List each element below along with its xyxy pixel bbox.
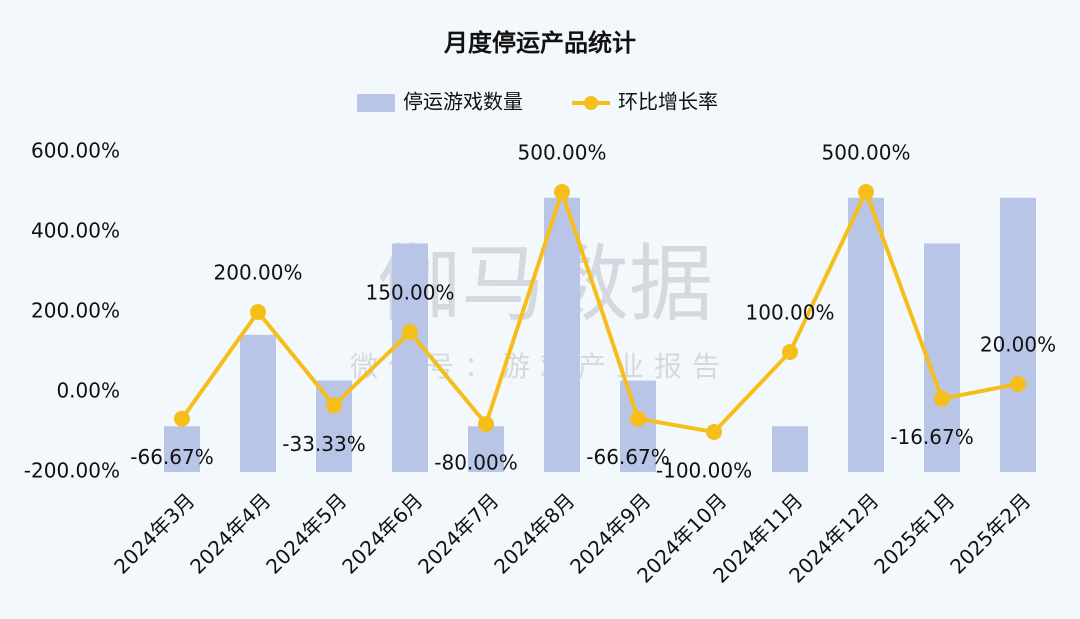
y-tick-label: 200.00% [31,299,120,323]
data-label: -80.00% [434,451,517,475]
data-label: 150.00% [366,281,455,305]
data-label: -66.67% [130,445,213,469]
bar [544,197,580,472]
data-label: -33.33% [282,432,365,456]
bar [240,334,276,472]
legend-swatch [357,94,395,112]
y-tick-label: 0.00% [56,379,120,403]
chart-title: 月度停运产品统计 [443,29,636,57]
bar [1000,197,1036,472]
y-tick-label: 600.00% [31,139,120,163]
line [180,190,1019,434]
data-label: 200.00% [214,261,303,285]
line-point [630,410,646,427]
line-point [1010,376,1026,392]
legend-label: 停运游戏数量 [403,90,523,114]
line-point [326,397,342,414]
line-point [858,184,874,200]
bar [468,426,504,472]
line-point [402,324,418,340]
line-point [250,304,266,320]
y-tick-label: -200.00% [24,459,120,483]
bar [772,426,808,472]
data-label: -100.00% [656,459,752,483]
bar [164,426,200,472]
data-label: 20.00% [980,333,1056,357]
data-label: 500.00% [822,141,911,165]
bar [392,243,428,472]
legend-swatch [584,96,598,110]
legend-label: 环比增长率 [618,90,718,114]
line-point [782,344,798,360]
y-tick-label: 400.00% [31,219,120,243]
data-label: 100.00% [746,301,835,325]
line-point [554,184,570,200]
data-label: 500.00% [518,141,607,165]
data-label: -66.67% [586,445,669,469]
line-point [174,410,190,427]
data-label: -16.67% [890,425,973,449]
bar [848,197,884,472]
line-point [934,390,950,407]
line-point [478,416,494,432]
bar [924,243,960,472]
line-point [706,424,722,440]
